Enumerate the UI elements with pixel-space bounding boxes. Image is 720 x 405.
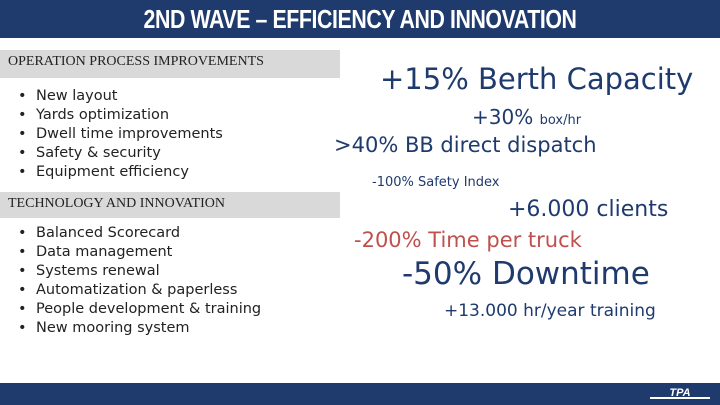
svg-text:TPA: TPA	[669, 387, 690, 399]
stat-training: +13.000 hr/year training	[444, 301, 656, 321]
tpa-logo-icon: TPA	[650, 387, 710, 399]
stat-clients: +6.000 clients	[508, 197, 669, 222]
list-item: Automatization & paperless	[18, 281, 261, 300]
stat-downtime: -50% Downtime	[402, 256, 650, 292]
section-header-operation: OPERATION PROCESS IMPROVEMENTS	[0, 50, 340, 78]
list-item: New layout	[18, 87, 223, 106]
list-item: Systems renewal	[18, 262, 261, 281]
stat-time-per-truck: -200% Time per truck	[354, 228, 582, 252]
footer-bar	[0, 383, 720, 405]
list-item: Equipment efficiency	[18, 163, 223, 182]
list-item: Data management	[18, 243, 261, 262]
technology-list: Balanced Scorecard Data management Syste…	[18, 224, 261, 338]
stat-berth-capacity: +15% Berth Capacity	[380, 62, 694, 96]
section-header-technology: TECHNOLOGY AND INNOVATION	[0, 192, 340, 218]
list-item: Balanced Scorecard	[18, 224, 261, 243]
slide-title: 2ND WAVE – EFFICIENCY AND INNOVATION	[143, 4, 577, 34]
list-item: Dwell time improvements	[18, 125, 223, 144]
title-bar: 2ND WAVE – EFFICIENCY AND INNOVATION	[0, 0, 720, 38]
list-item: New mooring system	[18, 319, 261, 338]
stat-box-per-hour: +30% box/hr	[472, 105, 581, 129]
list-item: People development & training	[18, 300, 261, 319]
list-item: Safety & security	[18, 144, 223, 163]
stat-safety-index: -100% Safety Index	[372, 175, 500, 190]
stat-bb-dispatch: >40% BB direct dispatch	[334, 133, 597, 157]
stat-box-unit: box/hr	[539, 113, 582, 128]
operation-list: New layout Yards optimization Dwell time…	[18, 87, 223, 182]
list-item: Yards optimization	[18, 106, 223, 125]
stat-box-value: +30%	[472, 105, 534, 129]
